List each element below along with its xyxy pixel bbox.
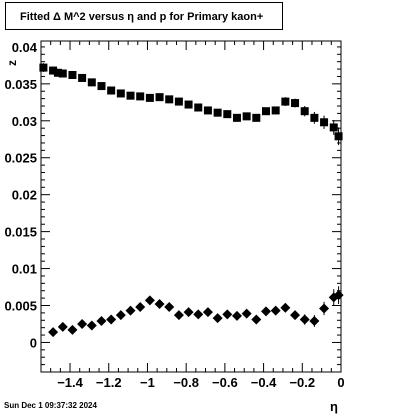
data-point-square — [39, 63, 48, 72]
data-point-square — [78, 73, 87, 82]
data-point-square — [58, 69, 67, 78]
data-point-square — [107, 86, 116, 95]
data-point-diamond — [173, 310, 184, 321]
data-point-square — [252, 113, 261, 122]
data-point-square — [281, 97, 290, 106]
x-tick-label: −1.4 — [57, 375, 83, 390]
data-point-diamond — [309, 316, 320, 327]
data-point-square — [49, 66, 58, 75]
chart-title: Fitted Δ M^2 versus η and p for Primary … — [5, 2, 283, 30]
data-point-square — [203, 106, 212, 115]
data-point-diamond — [125, 305, 136, 316]
data-point-diamond — [183, 307, 194, 318]
x-tick-label: −0.8 — [173, 375, 199, 390]
data-point-square — [126, 91, 135, 100]
data-point-square — [242, 112, 251, 121]
data-point-square — [291, 99, 300, 108]
plot-frame — [40, 40, 342, 373]
data-point-diamond — [319, 303, 330, 314]
y-tick-label-top: 0.04 — [12, 40, 38, 55]
data-point-square — [213, 108, 222, 117]
data-point-square — [53, 68, 62, 77]
data-point-diamond — [202, 307, 213, 318]
axes: −1.4 −1.2 −1 −0.8 −0.6 −0.4 −0.2 0 0 0.005 0.01 0.0… — [4, 40, 344, 390]
data-point-square — [68, 70, 77, 79]
data-marks — [39, 63, 344, 338]
data-point-diamond — [270, 305, 281, 316]
data-point-square — [271, 106, 280, 115]
data-point-square — [223, 110, 232, 119]
data-point-square — [310, 113, 319, 122]
data-point-diamond — [144, 295, 155, 306]
data-point-diamond — [67, 324, 78, 335]
data-point-square — [136, 92, 145, 101]
y-tick-label: 0.025 — [4, 151, 37, 166]
data-point-square — [320, 118, 329, 127]
data-point-diamond — [333, 290, 344, 301]
data-point-diamond — [96, 316, 107, 327]
data-point-diamond — [86, 320, 97, 331]
data-point-diamond — [241, 308, 252, 319]
timestamp: Sun Dec 1 09:37:32 2024 — [4, 401, 97, 410]
data-point-square — [145, 93, 154, 102]
x-tick-label: −1.2 — [96, 375, 122, 390]
data-point-square — [165, 95, 174, 104]
data-point-square — [174, 97, 183, 106]
data-point-square — [329, 123, 338, 132]
y-tick-label: 0 — [30, 335, 37, 350]
y-tick-label: 0.03 — [12, 114, 37, 129]
y-tick-label: 0.02 — [12, 188, 37, 203]
y-tick-label: 0.015 — [4, 225, 37, 240]
data-point-square — [184, 100, 193, 109]
x-tick-label: 0 — [337, 375, 344, 390]
data-point-square — [300, 107, 309, 116]
data-point-square — [232, 113, 241, 122]
data-point-diamond — [193, 309, 204, 320]
data-point-diamond — [48, 327, 59, 338]
data-point-diamond — [154, 299, 165, 310]
data-point-diamond — [299, 314, 310, 325]
data-point-diamond — [290, 310, 301, 321]
x-tick-label: −0.6 — [212, 375, 238, 390]
x-tick-label: −0.4 — [251, 375, 277, 390]
y-tick-label: 0.035 — [4, 77, 37, 92]
data-point-diamond — [280, 302, 291, 313]
data-point-diamond — [135, 301, 146, 312]
data-point-square — [87, 78, 96, 87]
data-point-diamond — [222, 309, 233, 320]
data-point-square — [155, 93, 164, 102]
data-point-square — [334, 132, 343, 141]
data-point-diamond — [57, 321, 68, 332]
x-axis-label: η — [330, 399, 338, 414]
data-point-diamond — [231, 310, 242, 321]
data-point-square — [97, 82, 106, 91]
data-point-diamond — [115, 310, 126, 321]
y-axis-label: z — [5, 60, 19, 66]
y-tick-label: 0.01 — [12, 262, 37, 277]
data-point-square — [194, 103, 203, 112]
data-point-diamond — [261, 306, 271, 317]
x-tick-label: −1 — [140, 375, 155, 390]
data-point-diamond — [164, 301, 175, 312]
data-point-diamond — [251, 314, 262, 325]
x-tick-label: −0.2 — [289, 375, 315, 390]
y-tick-label: 0.005 — [4, 299, 37, 314]
data-point-square — [116, 89, 125, 98]
data-point-square — [262, 107, 270, 116]
data-point-diamond — [77, 318, 88, 329]
data-point-diamond — [212, 313, 223, 324]
data-point-diamond — [106, 314, 117, 325]
